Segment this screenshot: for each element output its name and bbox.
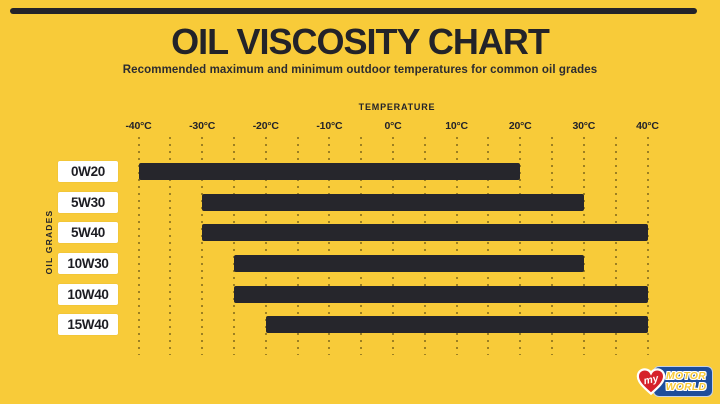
- gridline: [296, 137, 299, 355]
- temperature-range-bar: [233, 285, 648, 303]
- gridline: [328, 137, 331, 355]
- temperature-range-bar: [202, 224, 648, 242]
- temperature-range-bar: [202, 193, 584, 211]
- gridline: [614, 137, 617, 355]
- page-subtitle: Recommended maximum and minimum outdoor …: [122, 64, 598, 76]
- gridline: [646, 137, 649, 355]
- grade-label: 5W30: [70, 194, 106, 210]
- logo-prefix-text: my: [643, 373, 661, 387]
- grade-label-box: 5W40: [58, 222, 118, 244]
- gridline: [487, 137, 490, 355]
- temperature-range-bar: [233, 254, 584, 272]
- x-tick-label: -40°C: [125, 120, 152, 132]
- grade-label-box: 0W20: [58, 161, 118, 182]
- x-tick-label: -20°C: [252, 120, 279, 132]
- gridline: [264, 137, 267, 355]
- page-title: OIL VISCOSITY CHART: [171, 21, 550, 62]
- gridline: [201, 137, 204, 355]
- heart-icon: my: [636, 368, 666, 396]
- x-tick-label: -30°C: [189, 120, 216, 132]
- logo-line1: MOTOR: [666, 369, 706, 382]
- x-tick-label: 40°C: [636, 120, 659, 132]
- grade-label: 15W40: [67, 317, 109, 333]
- grade-label: 0W20: [70, 164, 106, 179]
- x-tick-label: 30°C: [572, 120, 596, 132]
- x-tick-label: 10°C: [445, 120, 468, 132]
- x-tick-label: 20°C: [508, 120, 532, 132]
- gridline: [551, 137, 554, 355]
- gridline: [455, 137, 458, 355]
- x-axis-title: TEMPERATURE: [358, 102, 436, 112]
- grade-label-box: 15W40: [58, 314, 118, 336]
- temperature-range-bar: [265, 316, 648, 334]
- brand-logo: MOTOR WORLD my: [636, 363, 716, 400]
- gridline: [423, 137, 426, 355]
- gridline: [392, 137, 394, 355]
- grade-label-box: 10W30: [58, 252, 118, 274]
- gridline: [232, 137, 235, 355]
- gridline: [360, 137, 363, 355]
- y-axis-title: OIL GRADES: [44, 209, 54, 275]
- logo-line2: WORLD: [665, 380, 707, 393]
- grade-label-box: 5W30: [58, 191, 118, 213]
- grade-label: 5W40: [70, 225, 106, 241]
- gridline: [582, 137, 585, 355]
- grade-label: 10W40: [67, 286, 109, 302]
- gridline: [519, 137, 522, 355]
- x-tick-label: -10°C: [316, 120, 343, 132]
- gridline: [169, 137, 172, 355]
- gridline: [137, 137, 140, 355]
- grade-label-box: 10W40: [58, 283, 118, 305]
- temperature-range-bar: [138, 163, 521, 180]
- top-accent-bar: [10, 8, 697, 14]
- grade-label: 10W30: [67, 255, 109, 271]
- x-tick-label: 0°C: [384, 120, 402, 132]
